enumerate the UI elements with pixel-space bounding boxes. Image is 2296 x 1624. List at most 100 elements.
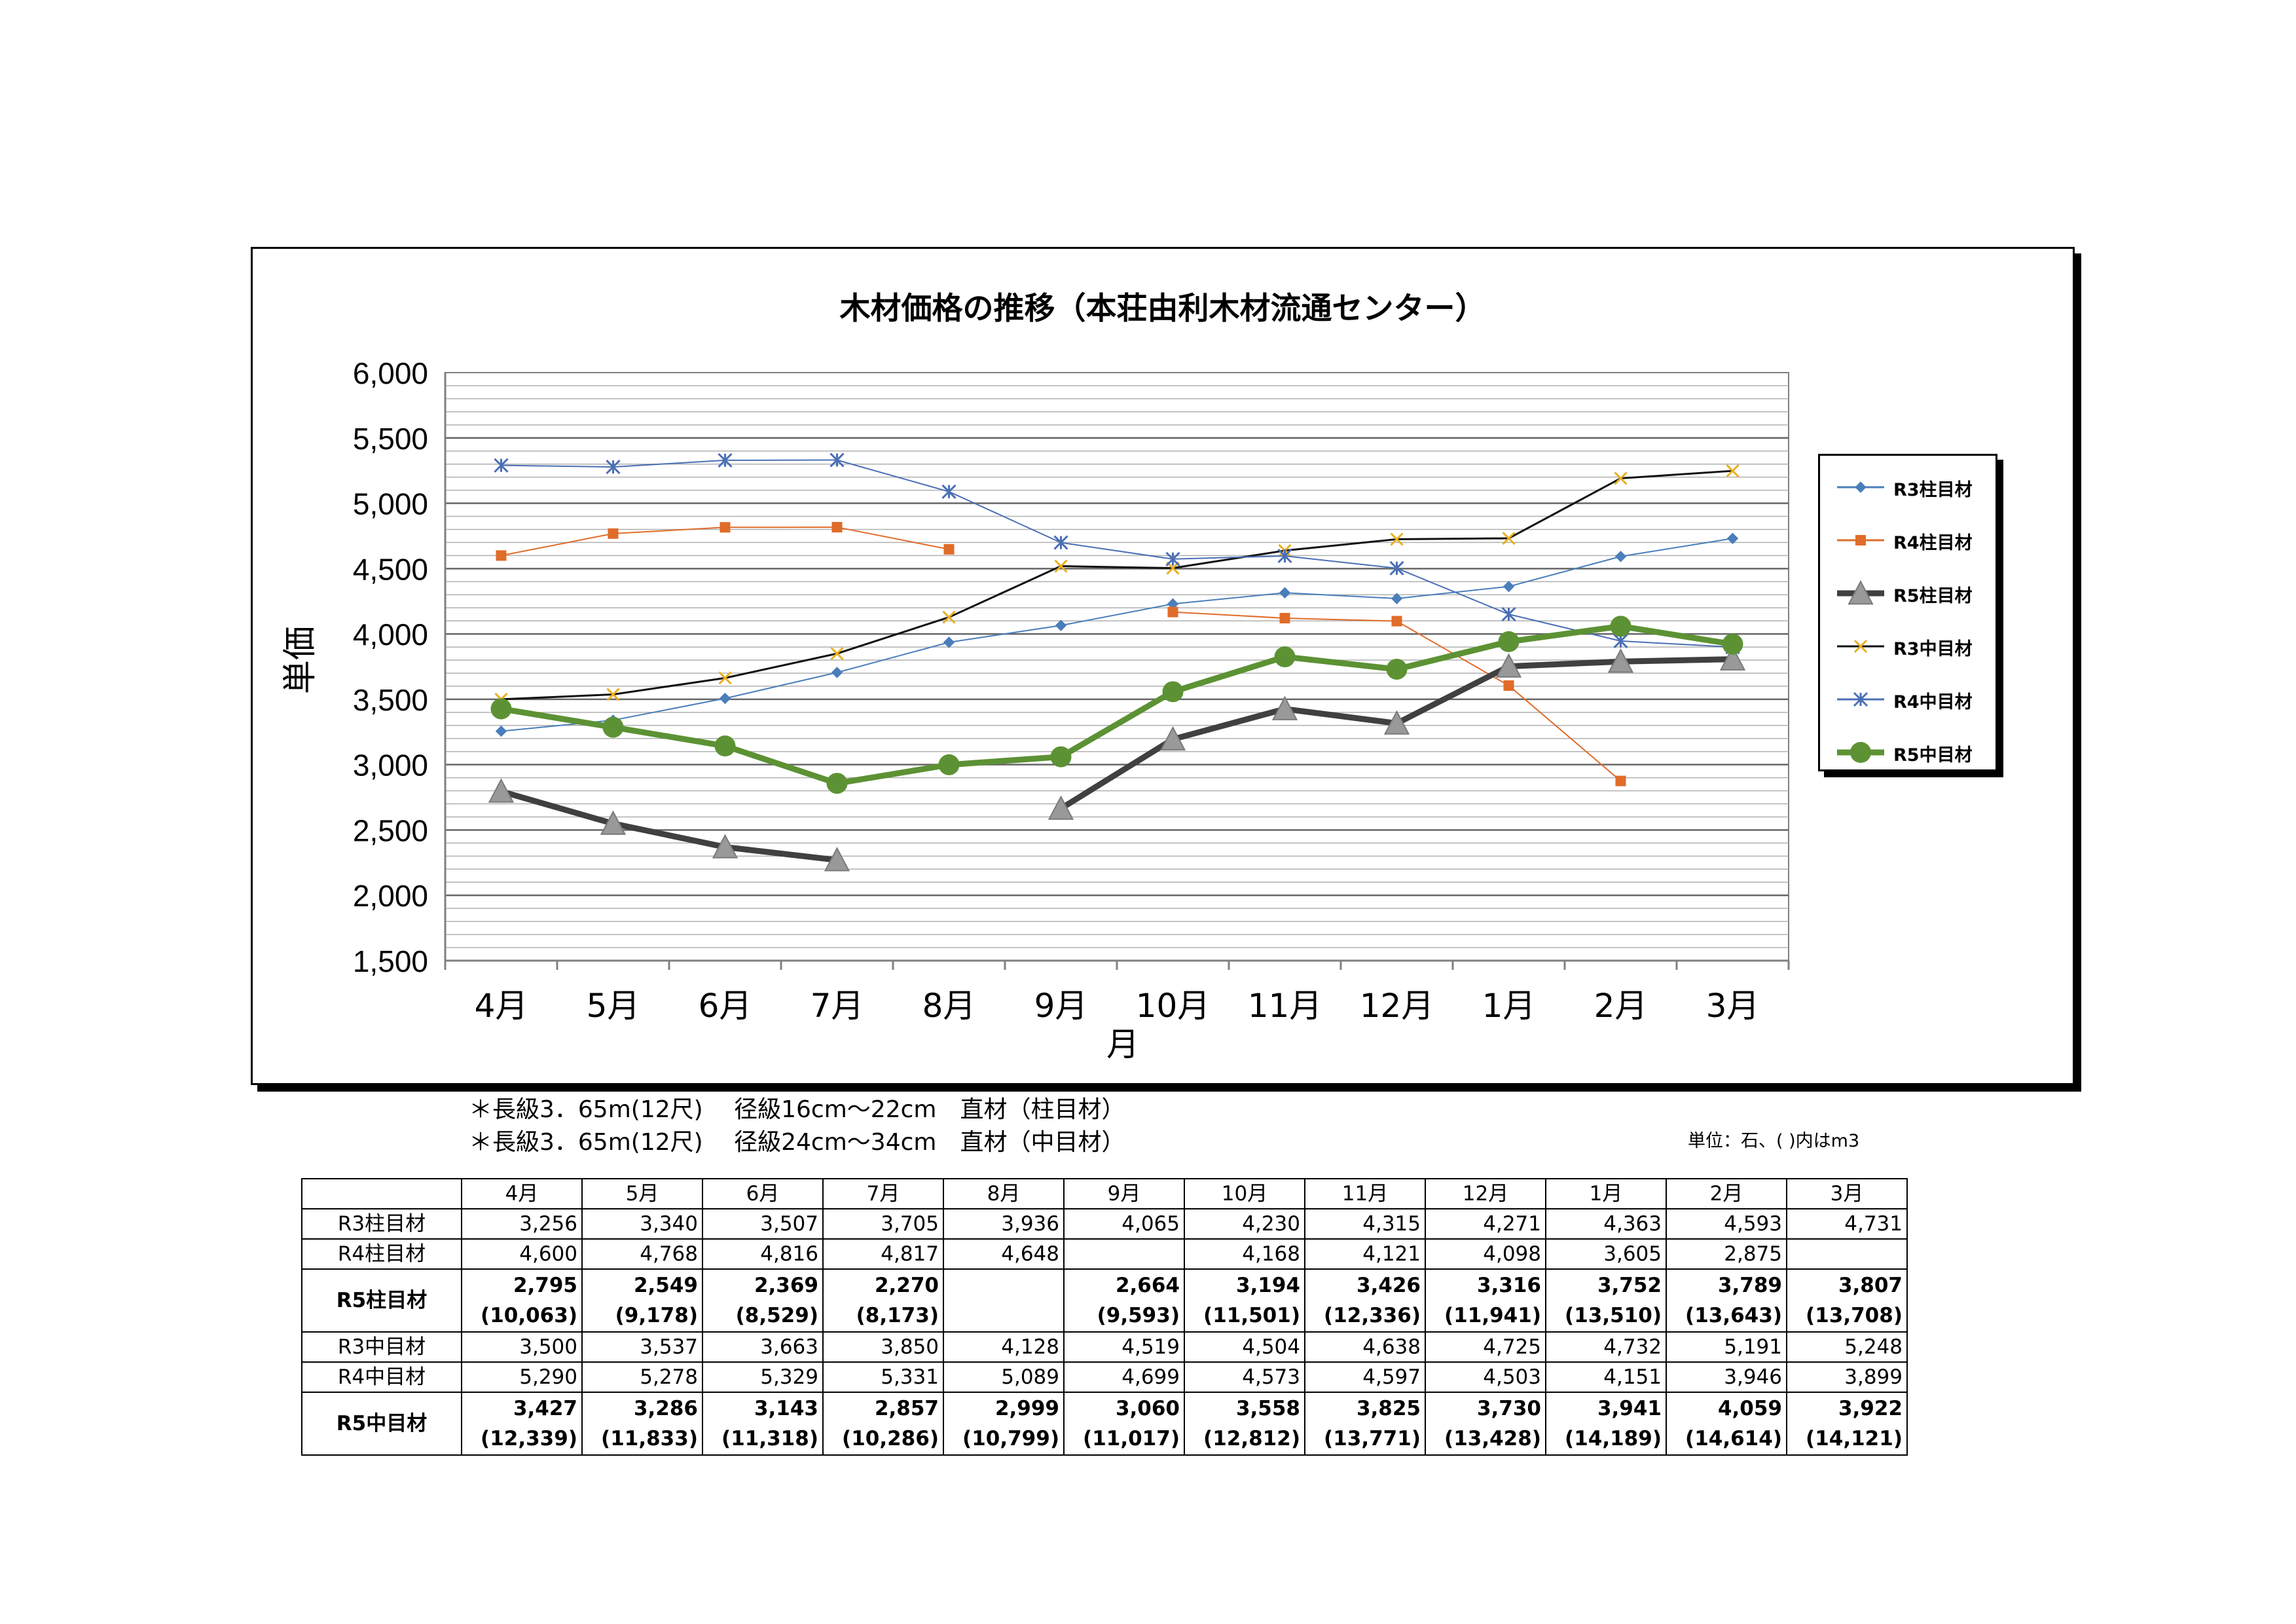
value-cell: 3,537 [581, 1331, 703, 1363]
circle-marker [714, 735, 736, 757]
legend-label: R3柱目材 [1893, 480, 1973, 500]
triangle-marker [1048, 795, 1074, 820]
value-cell: 4,816 [702, 1238, 824, 1270]
value-cell: 3,340 [581, 1208, 703, 1240]
x-marker [1390, 532, 1404, 546]
x-marker [1502, 531, 1516, 545]
diamond-marker [1055, 619, 1067, 631]
x-marker [718, 671, 732, 685]
value-cell: 3,705 [822, 1208, 944, 1240]
value-cell: 5,191 [1666, 1331, 1787, 1363]
m3-value: (9,178) [615, 1304, 698, 1327]
series-R5柱目材 [488, 646, 1746, 872]
koku-value: 3,426 [1356, 1274, 1421, 1297]
m3-value: (11,017) [1083, 1427, 1180, 1450]
m3-value: (13,510) [1565, 1304, 1662, 1327]
value-cell: 3,922 (14,121) [1786, 1392, 1908, 1456]
value-cell: 4,059 (14,614) [1666, 1392, 1787, 1456]
square-marker [831, 522, 843, 533]
plot-area [445, 372, 1789, 961]
square-marker [1503, 680, 1514, 691]
m3-value: (10,286) [842, 1427, 939, 1450]
circle-marker [1050, 746, 1072, 767]
row-label: R4中目材 [301, 1361, 462, 1393]
m3-value: (11,318) [721, 1427, 818, 1450]
koku-value: 3,807 [1838, 1274, 1903, 1297]
value-cell: 4,731 [1786, 1208, 1908, 1240]
star-marker [1389, 561, 1404, 576]
star-marker [941, 484, 957, 499]
line-chart: 1,500 2,000 2,500 3,000 3,500 4,000 4,500 5,000… [281, 356, 1790, 1063]
table-row: R5柱目材 2,795 (10,063) 2,549 (9,178) 2,369 (8,52… [301, 1268, 1908, 1333]
legend-item: R5柱目材 [1834, 580, 1992, 606]
chart-series [488, 452, 1746, 872]
circle-marker [490, 698, 512, 720]
value-cell: 2,270 (8,173) [822, 1268, 944, 1333]
value-cell: 4,230 [1184, 1208, 1305, 1240]
legend-swatch [1837, 535, 1884, 545]
y-tick-label: 1,500 [353, 944, 428, 978]
y-tick-label: 2,500 [353, 813, 428, 847]
m3-value: (14,614) [1685, 1427, 1782, 1450]
koku-value: 4,059 [1717, 1397, 1782, 1420]
triangle-marker [1719, 646, 1746, 671]
m3-value: (14,121) [1806, 1427, 1903, 1450]
square-marker [496, 550, 507, 561]
month-header: 10月 [1184, 1178, 1305, 1209]
koku-value: 3,922 [1838, 1397, 1903, 1420]
triangle-marker [1607, 648, 1634, 673]
m3-value: (10,063) [481, 1304, 577, 1327]
month-header: 6月 [702, 1178, 824, 1209]
legend-swatch [1837, 742, 1884, 763]
value-cell: 3,286 (11,833) [581, 1392, 703, 1456]
chart-gridlines [445, 372, 1789, 961]
series-line [498, 788, 840, 863]
legend-swatch [1837, 580, 1884, 605]
value-cell: 3,807 (13,708) [1786, 1268, 1908, 1333]
triangle-marker [1383, 710, 1410, 735]
x-marker [1853, 639, 1868, 654]
value-cell: 3,256 [461, 1208, 583, 1240]
value-cell: 4,699 [1063, 1361, 1185, 1393]
x-tick-label: 5月 [587, 987, 640, 1025]
star-marker [1501, 606, 1516, 622]
triangle-marker [600, 810, 627, 835]
koku-value: 3,752 [1597, 1274, 1662, 1297]
koku-value: 2,795 [513, 1274, 577, 1297]
value-cell: 3,507 [702, 1208, 824, 1240]
x-axis-title: 月 [1106, 1025, 1139, 1063]
month-header: 5月 [581, 1178, 703, 1209]
month-header: 7月 [822, 1178, 944, 1209]
value-cell: 4,098 [1425, 1238, 1546, 1270]
row-label: R3柱目材 [301, 1208, 462, 1240]
x-tick-label: 11月 [1248, 987, 1322, 1025]
triangle-marker [1159, 726, 1186, 751]
circle-marker [1274, 646, 1296, 668]
diamond-marker [943, 637, 955, 648]
value-cell: 5,248 [1786, 1331, 1908, 1363]
diamond-marker [1279, 587, 1291, 599]
circle-marker [826, 773, 848, 794]
koku-value: 3,730 [1476, 1397, 1541, 1420]
x-tick-label: 10月 [1136, 987, 1211, 1025]
month-header: 1月 [1545, 1178, 1667, 1209]
value-cell: 3,730 (13,428) [1425, 1392, 1546, 1456]
value-cell: 5,329 [702, 1361, 824, 1393]
unit-note: 単位：石、( )内はm3 [1688, 1131, 1860, 1151]
value-cell: 3,316 (11,941) [1425, 1268, 1546, 1333]
m3-value: (12,812) [1203, 1427, 1300, 1450]
value-cell [1786, 1238, 1908, 1270]
y-tick-label: 5,000 [353, 487, 428, 521]
square-marker [608, 528, 619, 539]
series-line [500, 538, 1734, 732]
table-row: R4柱目材 4,600 4,768 4,816 4,817 4,648 4,168 4,121… [301, 1238, 1908, 1270]
value-cell: 2,664 (9,593) [1063, 1268, 1185, 1333]
square-marker [720, 522, 731, 533]
diamond-marker [1391, 593, 1403, 604]
legend-label: R5柱目材 [1893, 586, 1973, 606]
value-cell: 5,331 [822, 1361, 944, 1393]
legend-label: R3中目材 [1893, 639, 1973, 659]
y-tick-label: 3,000 [353, 748, 428, 783]
value-cell: 2,369 (8,529) [702, 1268, 824, 1333]
star-marker [494, 458, 509, 473]
